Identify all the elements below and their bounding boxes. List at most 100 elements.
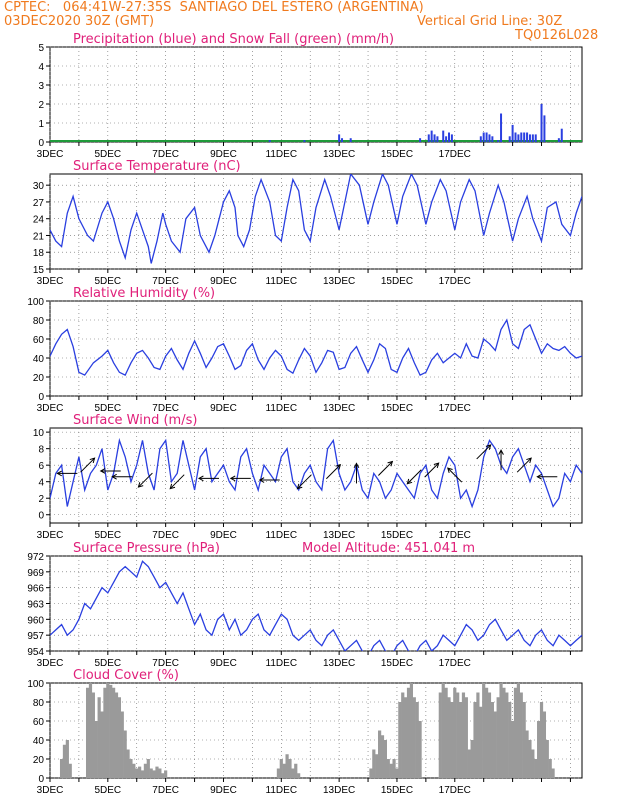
x-tick-label: 17DEC: [439, 785, 471, 796]
x-tick-label: 7DEC: [152, 785, 179, 796]
cloud-bar: [114, 692, 119, 778]
y-tick-label: 969: [27, 568, 44, 579]
wind-arrow-head: [99, 468, 106, 474]
cloud-bar: [372, 749, 376, 778]
panel-title: Surface Wind (m/s): [73, 413, 197, 428]
x-tick-label: 5DEC: [94, 276, 121, 287]
x-tick-label: 3DEC: [37, 530, 64, 541]
cloud-bar: [502, 687, 506, 778]
cloud-bar: [126, 749, 130, 778]
cloud-bar: [158, 768, 162, 778]
y-tick-label: 27: [33, 198, 45, 209]
y-tick-label: 966: [27, 584, 44, 595]
x-tick-label: 11DEC: [266, 276, 298, 287]
wind-arrow-head: [498, 449, 504, 455]
precip-bar: [349, 138, 352, 142]
cloud-bar: [470, 740, 474, 778]
cloud-bar: [458, 702, 463, 778]
cloud-bar: [519, 692, 523, 778]
cloud-bar: [161, 773, 165, 778]
cloud-bar: [461, 692, 466, 778]
precip-bar: [514, 132, 517, 142]
y-tick-label: 3: [38, 81, 44, 92]
y-tick-label: 5: [38, 43, 44, 54]
cloud-bar: [386, 759, 390, 778]
precip-bar: [534, 134, 537, 142]
precip-bar: [442, 130, 445, 142]
cloud-bar: [155, 766, 159, 778]
y-tick-label: 972: [27, 552, 44, 563]
y-tick-label: 0: [38, 392, 44, 403]
cloud-bar: [146, 759, 150, 778]
cloud-bar: [508, 702, 512, 778]
x-tick-label: 9DEC: [210, 276, 237, 287]
cloud-bar: [444, 687, 448, 778]
x-tick-label: 17DEC: [439, 658, 471, 669]
x-tick-label: 11DEC: [266, 149, 298, 160]
wind-arrow-head: [485, 444, 492, 450]
cloud-bar: [473, 702, 477, 778]
y-tick-label: 2: [38, 494, 44, 505]
panel-data: [50, 560, 582, 651]
cloud-bar: [369, 768, 373, 778]
panel-title: Precipitation (blue) and Snow Fall (gree…: [73, 32, 394, 47]
panel-data: [50, 437, 582, 509]
wind-arrow-head: [406, 478, 413, 485]
cloud-bar: [112, 687, 116, 778]
y-tick-label: 8: [38, 445, 44, 456]
cloud-bar: [395, 768, 399, 778]
precip-bar: [500, 113, 503, 142]
cloud-bar: [534, 759, 538, 778]
precip-bar: [523, 132, 526, 142]
header-date: 03DEC2020 30Z (GMT): [4, 14, 155, 29]
precip-bar: [511, 124, 514, 142]
cloud-bar: [135, 768, 139, 778]
series-line: [50, 437, 582, 509]
cloud-bar: [401, 692, 405, 778]
wind-arrow-head: [258, 477, 265, 483]
y-tick-label: 2: [38, 100, 44, 111]
cloud-bar: [91, 692, 95, 778]
cloud-bar: [132, 763, 136, 778]
panel-title: Surface Pressure (hPa): [73, 541, 220, 556]
wind-arrow-shaft: [406, 469, 422, 485]
cloud-bar: [453, 687, 457, 778]
cloud-bar: [288, 759, 292, 778]
cloud-bar: [487, 692, 492, 778]
wind-arrow-shaft: [169, 474, 185, 490]
wind-arrow-shaft: [297, 474, 312, 490]
x-tick-label: 13DEC: [323, 276, 355, 287]
cloud-bar: [476, 692, 480, 778]
cloud-bar: [438, 692, 442, 778]
wind-arrow-head: [335, 464, 342, 470]
panel-data: [59, 683, 555, 778]
y-tick-label: 0: [38, 511, 44, 522]
precip-bar: [508, 136, 511, 142]
model-altitude: Model Altitude: 451.041 m: [302, 541, 475, 556]
wind-arrow-shaft: [516, 457, 532, 473]
wind-arrow-shaft: [80, 457, 95, 473]
series-line: [50, 318, 582, 376]
y-tick-label: 24: [33, 215, 45, 226]
cloud-bar: [129, 759, 133, 778]
cloud-bar: [409, 683, 414, 778]
x-tick-label: 9DEC: [210, 403, 237, 414]
y-tick-label: 957: [27, 631, 44, 642]
x-tick-label: 5DEC: [94, 530, 121, 541]
cloud-bar: [65, 740, 69, 778]
y-tick-label: 10: [33, 428, 45, 439]
panel-pres: 954 957 960 963 966 969 972 3DEC 5DEC 7DEC 9DEC 11D…: [27, 541, 583, 669]
wind-arrow-head: [353, 462, 360, 469]
cloud-bar: [68, 763, 72, 778]
x-tick-label: 11DEC: [266, 785, 298, 796]
precip-bar: [543, 115, 546, 142]
y-tick-label: 954: [27, 647, 44, 658]
precip-bar: [540, 104, 543, 142]
y-tick-label: 0: [38, 138, 44, 149]
y-tick-label: 4: [38, 478, 44, 489]
cloud-bar: [522, 702, 526, 778]
wind-arrow-head: [433, 462, 440, 469]
cloud-bar: [279, 759, 283, 778]
wind-arrow-head: [89, 457, 96, 464]
